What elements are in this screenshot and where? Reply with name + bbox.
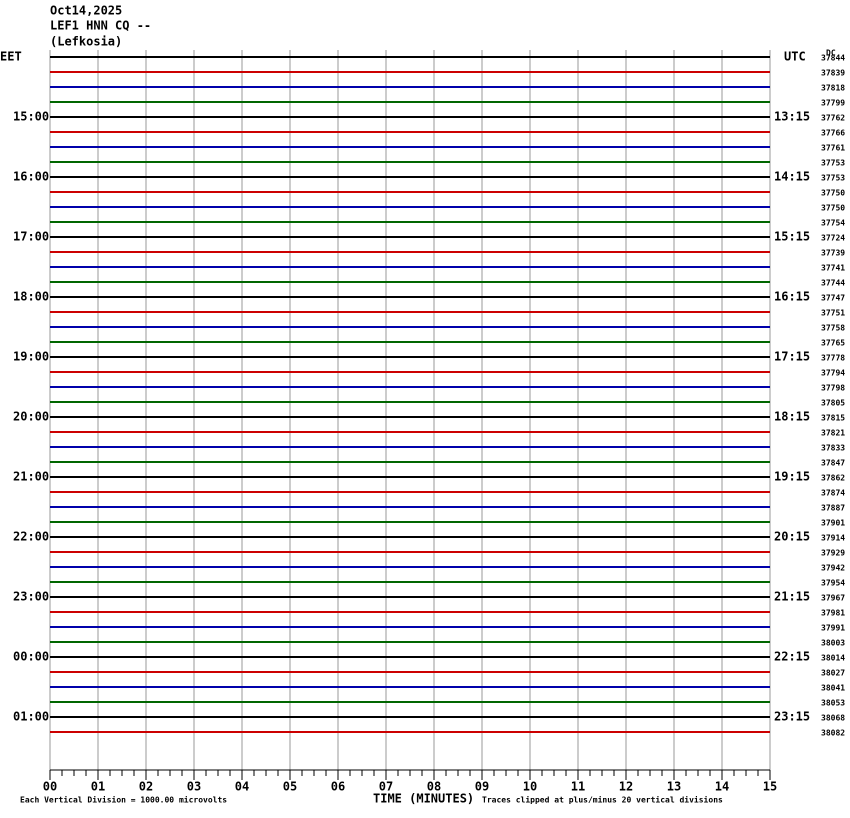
trace-id: 37954: [821, 579, 845, 588]
x-tick-label: 11: [571, 780, 585, 794]
clip-note: Traces clipped at plus/minus 20 vertical…: [482, 795, 723, 805]
trace-id: 37753: [821, 174, 845, 183]
x-tick-label: 06: [331, 780, 345, 794]
trace-id: 37805: [821, 399, 845, 408]
trace-id: 37862: [821, 474, 845, 483]
trace-id: 37914: [821, 534, 845, 543]
trace-id: 38027: [821, 669, 845, 678]
trace-id: 38068: [821, 714, 845, 723]
trace-id: 37744: [821, 279, 845, 288]
left-hour-label: 00:00: [13, 650, 49, 664]
trace-id: 37815: [821, 414, 845, 423]
trace-id: 37754: [821, 219, 845, 228]
trace-id: 37778: [821, 354, 845, 363]
trace-id: 37761: [821, 144, 845, 153]
right-hour-label: 16:15: [774, 290, 810, 304]
trace-id: 37794: [821, 369, 845, 378]
left-axis-title: EET: [0, 50, 22, 64]
left-hour-label: 18:00: [13, 290, 49, 304]
left-hour-label: 17:00: [13, 230, 49, 244]
trace-id: 37844: [821, 54, 845, 63]
x-tick-label: 13: [667, 780, 681, 794]
right-axis-title: UTC: [784, 50, 806, 64]
trace-id: 37847: [821, 459, 845, 468]
trace-id: 37753: [821, 159, 845, 168]
trace-id: 37991: [821, 624, 845, 633]
trace-id: 38082: [821, 729, 845, 738]
trace-id: 38041: [821, 684, 845, 693]
left-hour-label: 16:00: [13, 170, 49, 184]
trace-id: 38014: [821, 654, 845, 663]
trace-id: 37751: [821, 309, 845, 318]
x-tick-label: 04: [235, 780, 249, 794]
trace-id: 37766: [821, 129, 845, 138]
trace-id: 37833: [821, 444, 845, 453]
x-tick-label: 09: [475, 780, 489, 794]
trace-id: 37750: [821, 189, 845, 198]
x-axis-title: TIME (MINUTES): [373, 792, 474, 806]
location: (Lefkosia): [50, 35, 122, 49]
x-tick-label: 15: [763, 780, 777, 794]
right-hour-label: 13:15: [774, 110, 810, 124]
x-tick-label: 10: [523, 780, 537, 794]
right-hour-label: 17:15: [774, 350, 810, 364]
right-hour-label: 21:15: [774, 590, 810, 604]
x-tick-label: 00: [43, 780, 57, 794]
x-tick-label: 05: [283, 780, 297, 794]
right-hour-label: 20:15: [774, 530, 810, 544]
trace-id: 37750: [821, 204, 845, 213]
trace-id: 38003: [821, 639, 845, 648]
left-hour-label: 23:00: [13, 590, 49, 604]
trace-ids-title: DC: [826, 49, 836, 58]
date: Oct14,2025: [50, 4, 122, 18]
left-hour-label: 20:00: [13, 410, 49, 424]
trace-id: 37887: [821, 504, 845, 513]
left-hour-label: 15:00: [13, 110, 49, 124]
trace-id: 37967: [821, 594, 845, 603]
right-hour-label: 18:15: [774, 410, 810, 424]
scale-note: Each Vertical Division = 1000.00 microvo…: [20, 795, 227, 805]
left-hour-label: 19:00: [13, 350, 49, 364]
right-hour-label: 15:15: [774, 230, 810, 244]
trace-id: 37981: [821, 609, 845, 618]
trace-id: 37741: [821, 264, 845, 273]
x-tick-label: 07: [379, 780, 393, 794]
trace-id: 37758: [821, 324, 845, 333]
trace-id: 37818: [821, 84, 845, 93]
x-tick-label: 08: [427, 780, 441, 794]
trace-id: 37901: [821, 519, 845, 528]
trace-id: 37839: [821, 69, 845, 78]
right-hour-label: 23:15: [774, 710, 810, 724]
trace-id: 37739: [821, 249, 845, 258]
trace-id: 37724: [821, 234, 845, 243]
right-hour-label: 14:15: [774, 170, 810, 184]
trace-id: 38053: [821, 699, 845, 708]
x-tick-label: 12: [619, 780, 633, 794]
x-tick-label: 03: [187, 780, 201, 794]
x-tick-label: 02: [139, 780, 153, 794]
x-tick-label: 01: [91, 780, 105, 794]
left-hour-label: 21:00: [13, 470, 49, 484]
trace-id: 37762: [821, 114, 845, 123]
right-hour-label: 22:15: [774, 650, 810, 664]
right-hour-label: 19:15: [774, 470, 810, 484]
left-hour-label: 22:00: [13, 530, 49, 544]
trace-id: 37747: [821, 294, 845, 303]
trace-id: 37942: [821, 564, 845, 573]
x-tick-label: 14: [715, 780, 729, 794]
trace-id: 37929: [821, 549, 845, 558]
trace-id: 37874: [821, 489, 845, 498]
trace-id: 37821: [821, 429, 845, 438]
trace-id: 37799: [821, 99, 845, 108]
trace-id: 37765: [821, 339, 845, 348]
left-hour-label: 01:00: [13, 710, 49, 724]
station: LEF1 HNN CQ --: [50, 19, 151, 33]
trace-id: 37798: [821, 384, 845, 393]
